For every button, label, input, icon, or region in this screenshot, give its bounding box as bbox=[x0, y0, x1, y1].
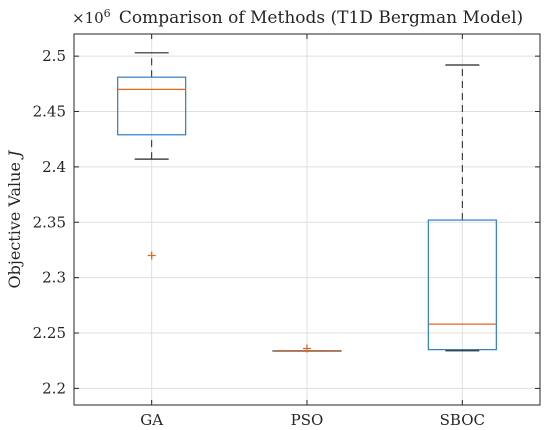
outlier-marker bbox=[303, 344, 311, 353]
y-axis-label: Objective Value J bbox=[5, 149, 24, 289]
box-iqr bbox=[117, 76, 187, 136]
axis-ticks: 2.2 2.25 2.3 2.35 2.4 2.45 2.5 GA PSO SBOC bbox=[33, 34, 540, 429]
box-iqr bbox=[427, 219, 497, 351]
y-tick-label: 2.5 bbox=[42, 47, 66, 65]
box-group-sboc bbox=[427, 64, 497, 352]
y-tick-label: 2.35 bbox=[33, 213, 66, 231]
y-tick-label: 2.3 bbox=[42, 269, 66, 287]
x-tick-label: SBOC bbox=[440, 411, 485, 429]
y-tick-label: 2.4 bbox=[42, 158, 66, 176]
y-tick-label: 2.2 bbox=[42, 379, 66, 397]
y-tick-label: 2.25 bbox=[33, 324, 66, 342]
y-tick-label: 2.45 bbox=[33, 103, 66, 121]
chart-title: Comparison of Methods (T1D Bergman Model… bbox=[119, 8, 523, 28]
y-axis-label-symbol: J bbox=[5, 149, 24, 160]
x-tick-label: GA bbox=[140, 411, 163, 429]
x-tick-label: PSO bbox=[291, 411, 324, 429]
box-plot-series bbox=[117, 52, 497, 353]
outlier-marker bbox=[147, 251, 156, 260]
y-axis-multiplier: ×106 bbox=[72, 7, 111, 27]
y-axis-multiplier-exponent: 6 bbox=[104, 7, 111, 20]
box-group-pso bbox=[272, 344, 342, 353]
y-axis-label-text: Objective Value bbox=[5, 157, 24, 289]
box-group-ga bbox=[117, 52, 187, 260]
grid-lines bbox=[74, 34, 540, 405]
y-axis-multiplier-text: ×106 bbox=[72, 7, 111, 27]
